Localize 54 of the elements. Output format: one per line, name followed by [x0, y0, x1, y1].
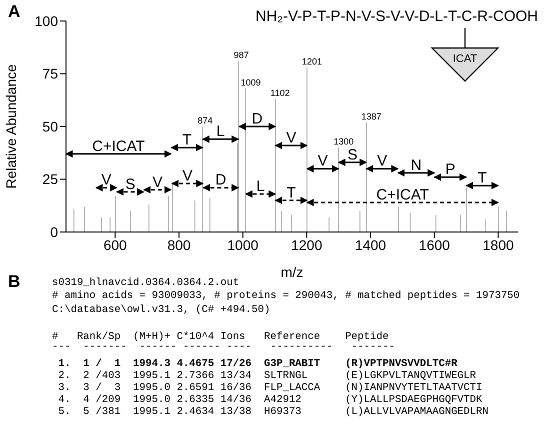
text: 2. 2 /403 1995.1 2.7366 13/34 SLTRNGL (E)LGKPVLTANQVTIWEGLR — [57, 370, 476, 382]
text: 4. 4 /209 1995.0 2.6335 14/36 A42912 (Y)LALLPSDAEGPHGQFVTDK — [57, 394, 482, 406]
annotation: C+ICAT — [376, 186, 429, 204]
y-tick-label: 0 — [50, 224, 58, 240]
y-tick-label: 50 — [42, 118, 58, 134]
text: 5. 5 /381 1995.1 2.4634 13/38 H69373 (L)ALLVLVAPAMAAGNGEDLRN — [57, 406, 488, 418]
text: A — [8, 2, 20, 22]
text: 3. 3 / 3 1995.0 2.6591 16/36 FLP_LACCA (N)IANPNVYTETLTAATVCTI — [57, 382, 482, 394]
series-label: V — [377, 152, 388, 170]
series-label: C+ICAT — [92, 138, 145, 155]
x-tick-label: 800 — [167, 236, 191, 253]
annotation: 1009 — [240, 78, 261, 88]
annotation: S — [125, 176, 136, 193]
annotation: ICAT — [452, 53, 478, 65]
y-axis-title: Relative Abundance — [3, 64, 19, 189]
x-tick-label: 1200 — [291, 236, 322, 253]
x-tick-label: 1800 — [482, 236, 514, 253]
text: s0319_hlnavcid.0364.0364.2.out — [52, 277, 240, 289]
annotation: D — [215, 172, 226, 189]
annotation: 987 — [234, 50, 249, 60]
x-tick-label: 1400 — [354, 236, 386, 253]
text: # Rank/Sp (M+H)+ C*10^4 Ions Reference Peptide — [52, 331, 389, 343]
series-label: V — [286, 129, 296, 146]
series-label: D — [252, 110, 263, 128]
series-label: T — [182, 132, 192, 149]
series-label: S — [347, 146, 358, 164]
x-tick-label: 1000 — [227, 236, 259, 253]
annotation: 1387 — [361, 111, 382, 122]
y-tick-label: 100 — [34, 12, 58, 29]
annotation: V — [152, 174, 162, 191]
text: C:\database\owl.v31.3, (C# +494.50) — [52, 304, 270, 316]
annotation: 1102 — [270, 88, 290, 98]
series-label: L — [216, 123, 225, 140]
text: B — [8, 272, 20, 292]
series-label: T — [478, 170, 487, 187]
annotation: 1201 — [302, 56, 322, 66]
series-label: V — [318, 152, 328, 170]
series-label: N — [410, 156, 422, 174]
annotation: 874 — [198, 116, 213, 126]
text: # amino acids = 93009033, # proteins = 290043, # matched peptides = 1973750 — [52, 290, 520, 302]
x-tick-label: 600 — [103, 236, 128, 253]
y-tick-label: 75 — [42, 66, 58, 82]
x-axis-title: m/z — [280, 264, 304, 280]
annotation: 1300 — [334, 136, 354, 147]
series-label: P — [445, 161, 456, 178]
text: --- ------- ------ ------ ---- ---------- ------- — [52, 341, 395, 353]
text: 1. 1 / 1 1994.3 4.4675 17/26 G3P_RABIT (R)VPTPNVSVVDLTC#R — [57, 358, 458, 370]
annotation: L — [256, 178, 265, 196]
annotation: V — [101, 172, 112, 189]
y-tick-label: 25 — [42, 171, 58, 188]
annotation: NH₂-V-P-T-P-N-V-S-V-V-D-L-T-C-R-COOH — [256, 8, 538, 25]
x-tick-label: 1600 — [418, 236, 450, 253]
annotation: V — [182, 167, 192, 184]
annotation: T — [286, 184, 296, 202]
